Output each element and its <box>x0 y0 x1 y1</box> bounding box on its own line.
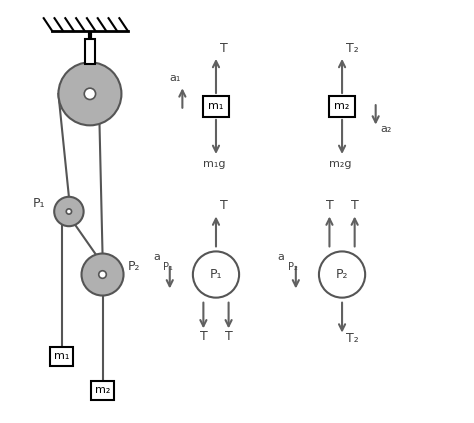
Text: P₂: P₂ <box>288 262 298 272</box>
Circle shape <box>54 197 83 226</box>
Text: a₁: a₁ <box>170 73 181 83</box>
Bar <box>85 39 95 64</box>
Text: m₁: m₁ <box>54 352 69 362</box>
Text: T: T <box>220 42 228 55</box>
Text: T: T <box>351 199 358 212</box>
Text: P₂: P₂ <box>336 268 348 281</box>
Text: m₂: m₂ <box>95 385 110 395</box>
Text: P₁: P₁ <box>164 262 173 272</box>
Circle shape <box>82 253 124 296</box>
Text: m₁: m₁ <box>208 102 224 111</box>
Text: P₁: P₁ <box>210 268 222 281</box>
Text: a: a <box>277 252 284 262</box>
Text: T: T <box>220 199 228 212</box>
Circle shape <box>99 271 106 278</box>
Bar <box>91 381 114 400</box>
Text: m₁g: m₁g <box>203 159 225 169</box>
Text: T₂: T₂ <box>346 332 359 345</box>
Bar <box>203 96 228 117</box>
Text: T: T <box>200 330 207 343</box>
Text: a₂: a₂ <box>380 124 391 134</box>
Text: P₁: P₁ <box>33 197 46 210</box>
Text: P₂: P₂ <box>128 260 140 273</box>
Bar <box>50 347 73 366</box>
Text: m₂: m₂ <box>334 102 350 111</box>
Circle shape <box>58 62 121 125</box>
Text: T: T <box>225 330 232 343</box>
Circle shape <box>66 209 72 214</box>
Circle shape <box>193 251 239 298</box>
Text: m₂g: m₂g <box>328 159 351 169</box>
Bar <box>329 96 355 117</box>
Text: T₂: T₂ <box>346 42 359 55</box>
Text: T: T <box>326 199 333 212</box>
Circle shape <box>84 88 96 99</box>
Text: a: a <box>153 252 160 262</box>
Circle shape <box>319 251 365 298</box>
